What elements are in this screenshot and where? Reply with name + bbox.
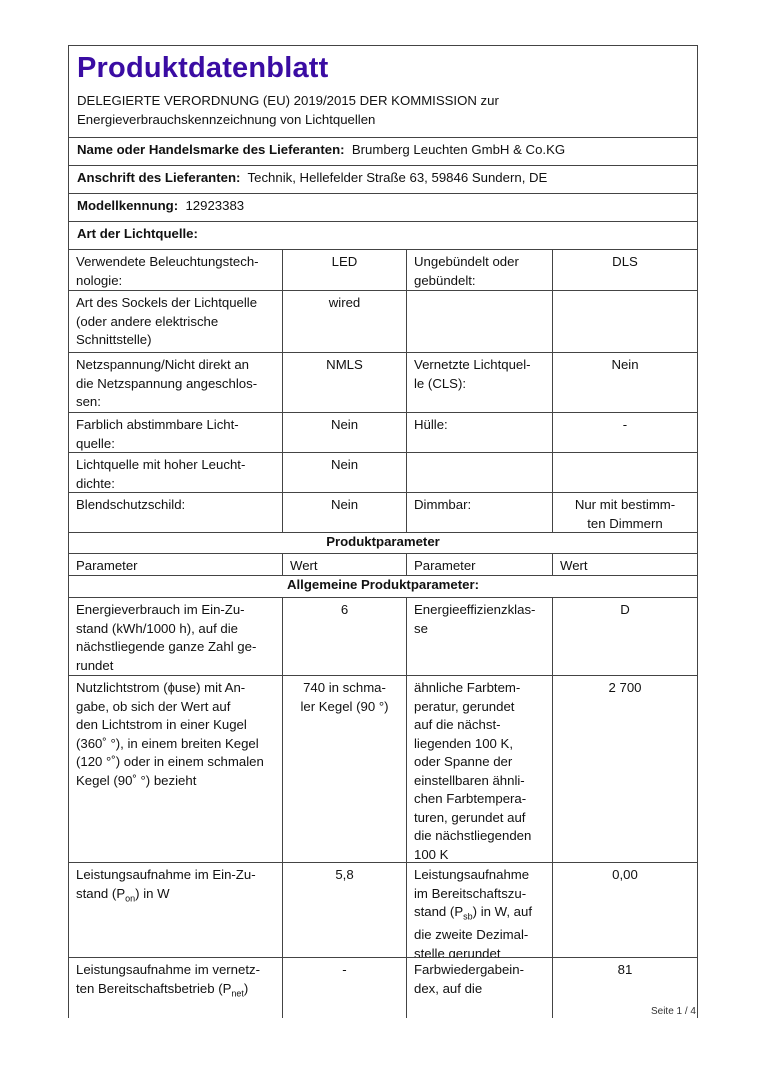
- parameter-name: Leistungsaufnahme im vernetz- ten Bereit…: [69, 958, 283, 1018]
- supplier-address-value: Technik, Hellefelder Straße 63, 59846 Su…: [247, 170, 548, 185]
- product-datasheet-table: Produktdatenblatt DELEGIERTE VERORDNUNG …: [68, 45, 698, 1018]
- general-params-heading-row: Allgemeine Produktparameter:: [69, 576, 697, 598]
- light-source-row: Blendschutzschild: Nein Dimmbar: Nur mit be…: [69, 493, 697, 533]
- parameter-text: Leistungsaufnahme im vernetz- ten Bereit…: [76, 962, 260, 996]
- attribute-label: [407, 291, 553, 352]
- supplier-address-row: Anschrift des Lieferanten: Technik, Hell…: [69, 166, 697, 194]
- parameter-text: ähnliche Farbtem- peratur, gerundet auf …: [414, 680, 532, 862]
- parameter-value: 2 700: [608, 680, 642, 695]
- parameter-text: Farbwiedergabein- dex, auf die: [414, 962, 524, 996]
- params-column-header-row: Parameter Wert Parameter Wert: [69, 554, 697, 576]
- parameter-name: Nutzlichtstrom (ɸuse) mit An- gabe, ob s…: [69, 676, 283, 862]
- attribute-label: Hülle:: [407, 413, 553, 452]
- attribute-label: [407, 453, 553, 492]
- parameter-value: 740 in schma- ler Kegel (90 °): [283, 676, 407, 862]
- column-header-value: Wert: [283, 554, 407, 575]
- attribute-value: wired: [283, 291, 407, 352]
- attribute-value: Nein: [283, 413, 407, 452]
- parameter-text: ) in W: [135, 885, 170, 901]
- parameter-value: 6: [283, 598, 407, 675]
- supplier-name-label: Name oder Handelsmarke des Lieferanten:: [77, 142, 345, 157]
- parameter-name: Leistungsaufnahme im Ein-Zu- stand (Pon)…: [69, 863, 283, 957]
- parameter-name: Energieverbrauch im Ein-Zu- stand (kWh/1…: [69, 598, 283, 675]
- attribute-label: Vernetzte Lichtquel- le (CLS):: [407, 353, 553, 412]
- product-params-heading-row: Produktparameter: [69, 533, 697, 554]
- attribute-label: Ungebündelt oder gebündelt:: [407, 250, 553, 290]
- attribute-value: [553, 291, 697, 352]
- supplier-address-label: Anschrift des Lieferanten:: [77, 170, 241, 185]
- general-params-heading: Allgemeine Produktparameter:: [286, 577, 479, 592]
- parameter-text: ) in W, auf die zweite Dezimal- stelle g…: [414, 904, 533, 958]
- attribute-value: LED: [283, 250, 407, 290]
- parameter-value: -: [283, 958, 407, 1018]
- parameter-value: 5,8: [283, 863, 407, 957]
- parameter-text: Leistungsaufnahme im Bereitschaftszu- st…: [414, 867, 530, 919]
- attribute-label: Netzspannung/Nicht direkt an die Netzspa…: [69, 353, 283, 412]
- attribute-value: Nein: [283, 493, 407, 532]
- parameter-text: Energieverbrauch im Ein-Zu- stand (kWh/1…: [76, 602, 257, 673]
- parameter-name: Energieeffizienzklas- se: [407, 598, 553, 675]
- parameter-subscript: sb: [463, 911, 473, 922]
- column-header-parameter: Parameter: [407, 554, 553, 575]
- attribute-label: Art des Sockels der Lichtquelle (oder an…: [69, 291, 283, 352]
- attribute-label: Verwendete Beleuchtungstech- nologie:: [69, 250, 283, 290]
- attribute-label: Farblich abstimmbare Licht- quelle:: [69, 413, 283, 452]
- light-source-row: Lichtquelle mit hoher Leucht- dichte: Nei…: [69, 453, 697, 493]
- parameter-row: Leistungsaufnahme im vernetz- ten Bereit…: [69, 958, 697, 1018]
- light-source-row: Verwendete Beleuchtungstech- nologie: LED…: [69, 250, 697, 291]
- light-source-type-row: Art der Lichtquelle:: [69, 222, 697, 250]
- light-source-row: Netzspannung/Nicht direkt an die Netzspa…: [69, 353, 697, 413]
- attribute-value: [553, 453, 697, 492]
- parameter-value: D: [620, 602, 630, 617]
- supplier-name-row: Name oder Handelsmarke des Lieferanten: …: [69, 138, 697, 166]
- parameter-text: Energieeffizienzklas- se: [414, 602, 536, 636]
- light-source-row: Farblich abstimmbare Licht- quelle: Nein H…: [69, 413, 697, 453]
- parameter-name: ähnliche Farbtem- peratur, gerundet auf …: [407, 676, 553, 862]
- supplier-name-value: Brumberg Leuchten GmbH & Co.KG: [351, 142, 566, 157]
- parameter-row: Energieverbrauch im Ein-Zu- stand (kWh/1…: [69, 598, 697, 676]
- parameter-value: 81: [617, 962, 633, 977]
- parameter-row: Leistungsaufnahme im Ein-Zu- stand (Pon)…: [69, 863, 697, 958]
- parameter-subscript: net: [231, 988, 244, 999]
- regulation-line-1: DELEGIERTE VERORDNUNG (EU) 2019/2015 DER…: [77, 93, 499, 108]
- page-title: Produktdatenblatt: [77, 52, 329, 84]
- page-number: Seite 1 / 4: [650, 1006, 696, 1017]
- attribute-value: NMLS: [283, 353, 407, 412]
- attribute-label: Lichtquelle mit hoher Leucht- dichte:: [69, 453, 283, 492]
- parameter-value: 0,00: [612, 867, 638, 882]
- parameter-text: Nutzlichtstrom (ɸuse) mit An- gabe, ob s…: [76, 680, 264, 788]
- parameter-row: Nutzlichtstrom (ɸuse) mit An- gabe, ob s…: [69, 676, 697, 863]
- parameter-text: ): [243, 980, 249, 996]
- attribute-value: -: [622, 417, 628, 432]
- attribute-value: DLS: [612, 254, 638, 269]
- attribute-value: Nein: [283, 453, 407, 492]
- model-label: Modellkennung:: [77, 198, 179, 213]
- parameter-subscript: on: [125, 893, 136, 904]
- column-header-value: Wert: [560, 558, 588, 573]
- attribute-value: Nein: [611, 357, 639, 372]
- header-block: Produktdatenblatt DELEGIERTE VERORDNUNG …: [69, 46, 697, 138]
- attribute-value: Nur mit bestimm- ten Dimmern: [574, 497, 676, 531]
- regulation-line-2: Energieverbrauchskennzeichnung von Licht…: [77, 112, 376, 127]
- attribute-label: Dimmbar:: [407, 493, 553, 532]
- column-header-parameter: Parameter: [69, 554, 283, 575]
- model-row: Modellkennung: 12923383: [69, 194, 697, 222]
- parameter-name: Leistungsaufnahme im Bereitschaftszu- st…: [407, 863, 553, 957]
- attribute-label: Blendschutzschild:: [69, 493, 283, 532]
- parameter-text: Leistungsaufnahme im Ein-Zu- stand (P: [76, 867, 256, 901]
- model-value: 12923383: [185, 198, 245, 213]
- parameter-name: Farbwiedergabein- dex, auf die: [407, 958, 553, 1018]
- light-source-type-heading: Art der Lichtquelle:: [77, 226, 198, 241]
- light-source-row: Art des Sockels der Lichtquelle (oder an…: [69, 291, 697, 353]
- product-params-heading: Produktparameter: [326, 534, 440, 549]
